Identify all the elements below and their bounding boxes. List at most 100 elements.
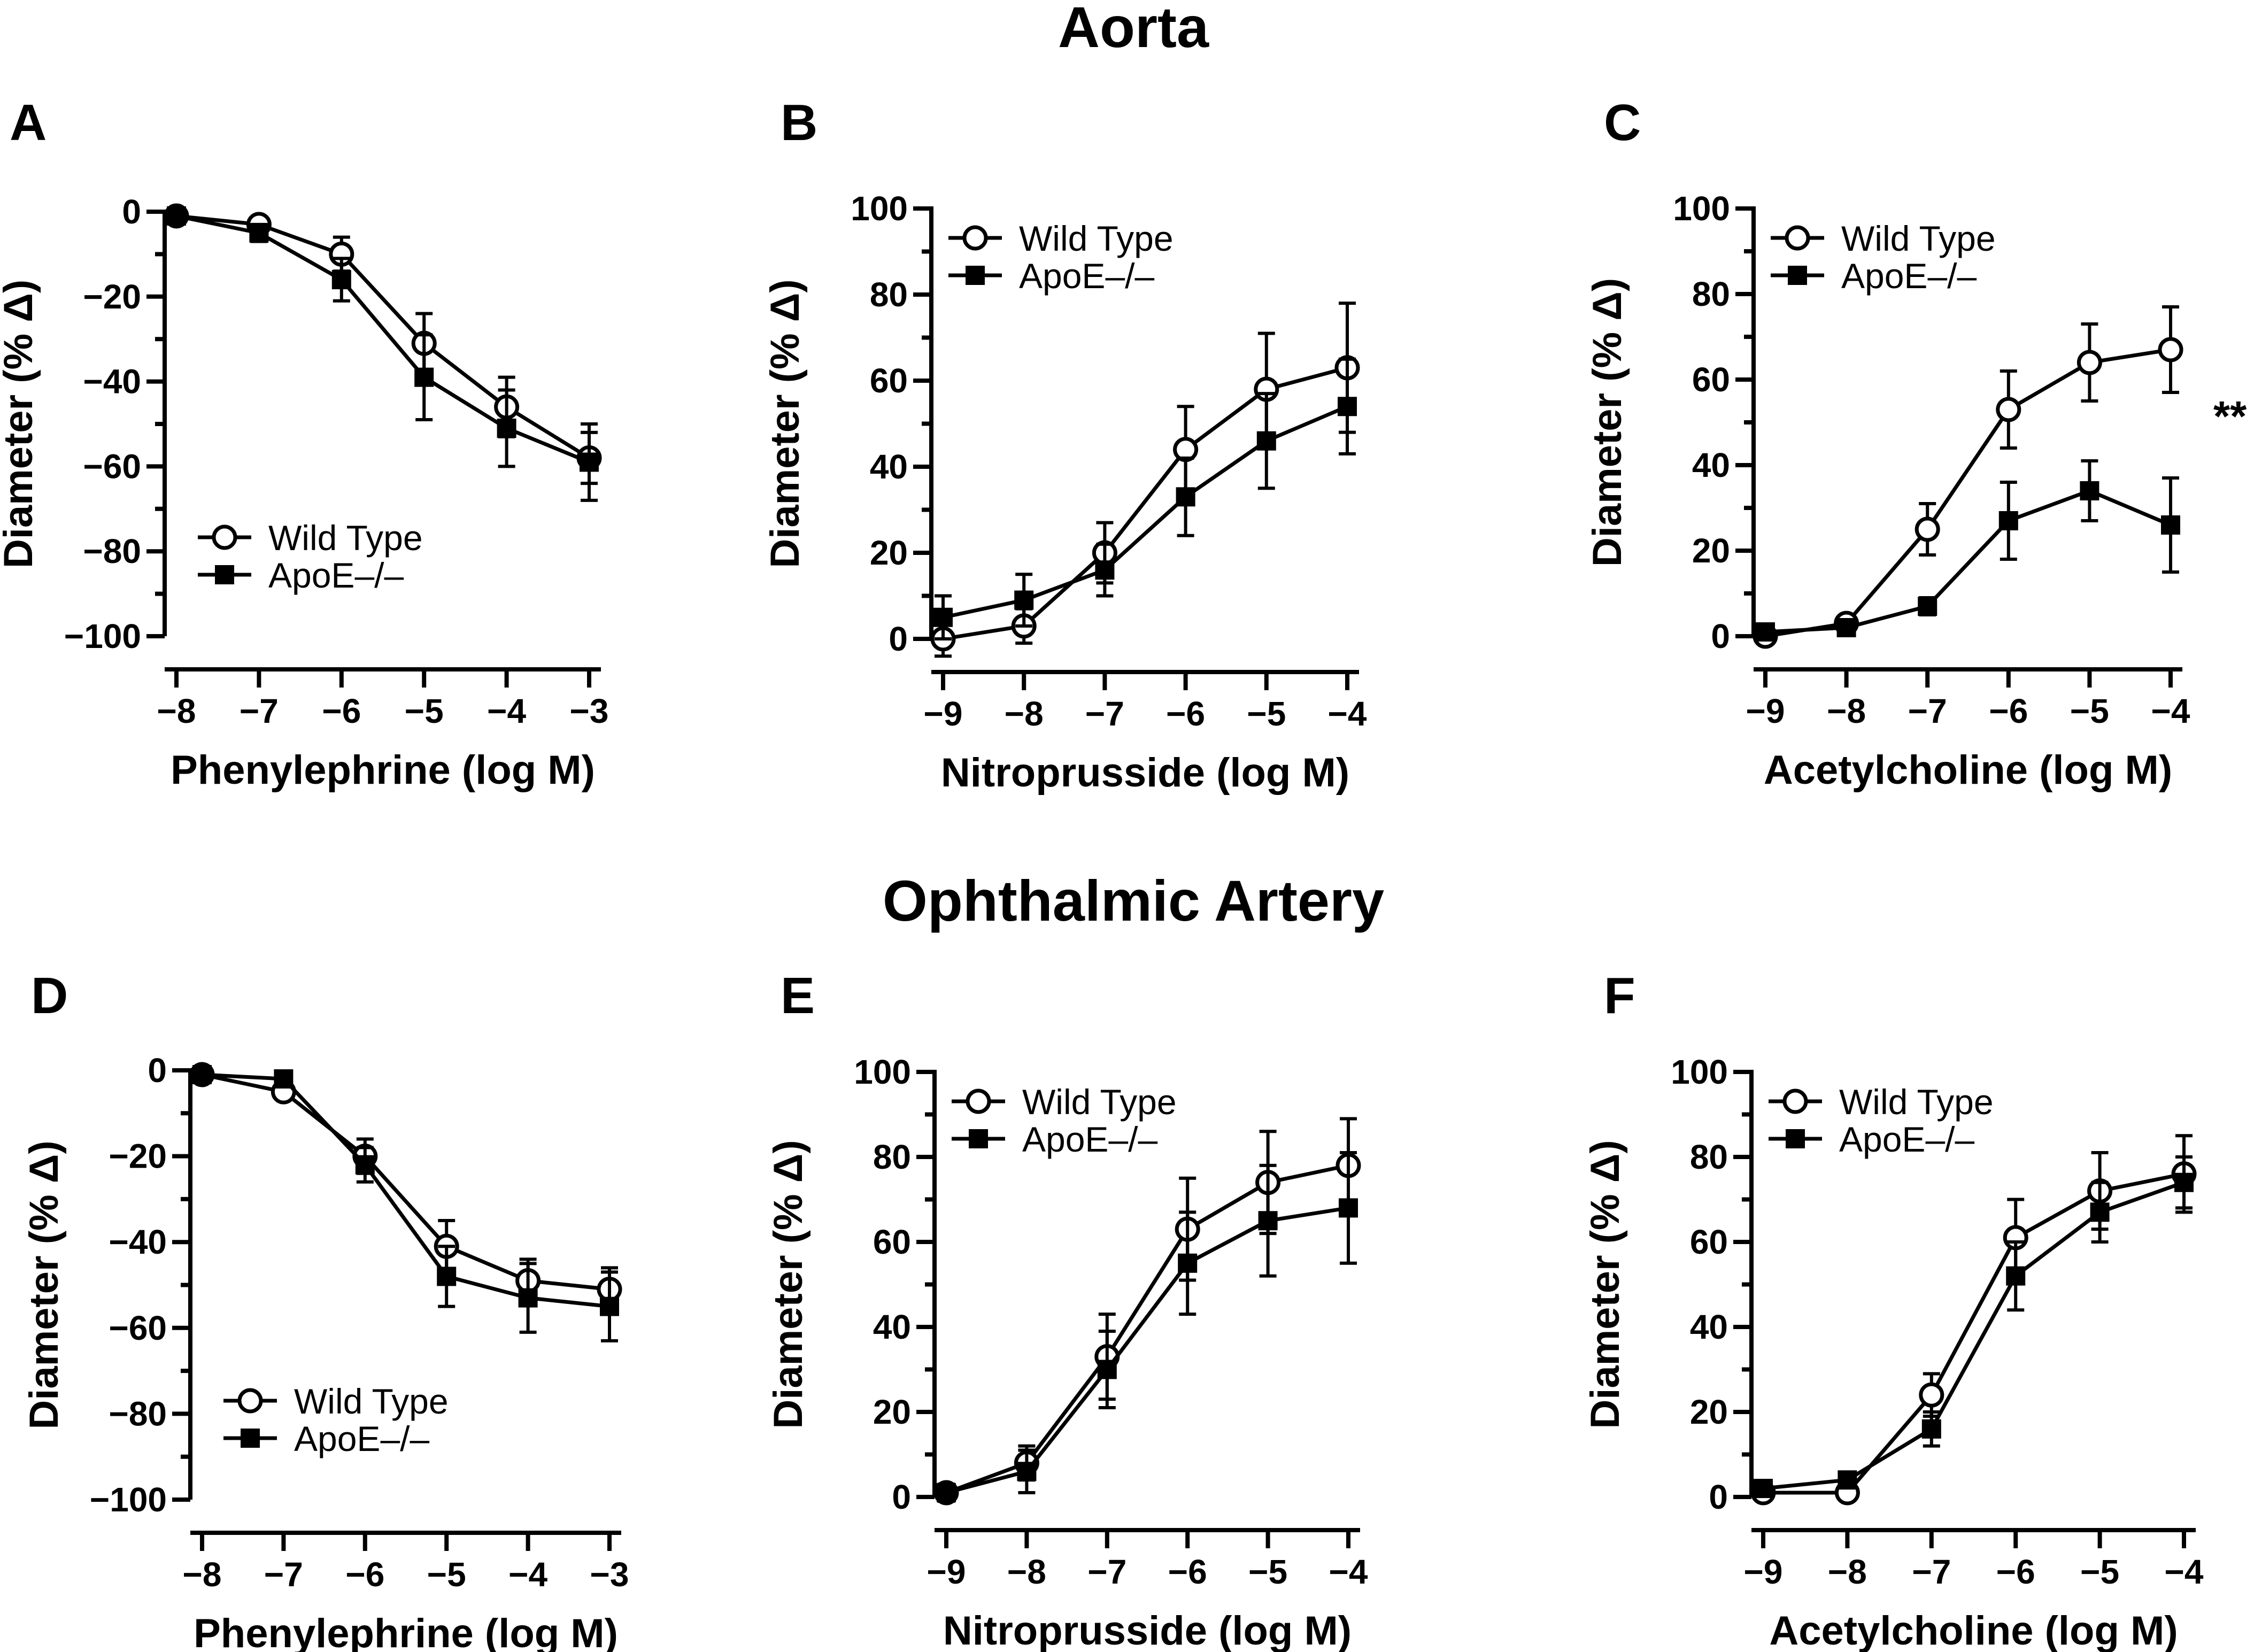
data-point bbox=[2006, 1266, 2026, 1286]
x-tick-label: −7 bbox=[1912, 1553, 1951, 1591]
x-tick-label: −8 bbox=[183, 1555, 222, 1594]
data-point bbox=[933, 607, 953, 627]
legend-label: Wild Type bbox=[1019, 219, 1174, 258]
y-tick-label: 0 bbox=[889, 620, 908, 658]
series-wild-type bbox=[933, 1117, 1361, 1506]
y-tick-label: −100 bbox=[90, 1480, 167, 1519]
legend-marker bbox=[1782, 1089, 1808, 1114]
legend-marker bbox=[1788, 266, 1807, 285]
series-wild-type bbox=[1750, 1134, 2197, 1506]
y-tick-label: 0 bbox=[892, 1478, 911, 1516]
y-tick-label: −100 bbox=[64, 617, 141, 655]
x-tick-label: −8 bbox=[1828, 1553, 1867, 1591]
y-tick-label: 60 bbox=[1690, 1223, 1728, 1261]
legend-label: ApoE–/– bbox=[1839, 1120, 1974, 1159]
data-point bbox=[2174, 1172, 2194, 1192]
series-line bbox=[176, 214, 590, 460]
y-tick-label: 60 bbox=[1692, 360, 1730, 399]
y-tick-label: −40 bbox=[109, 1223, 167, 1261]
data-point bbox=[249, 223, 269, 243]
series-apoe bbox=[167, 206, 599, 502]
series-wild-type bbox=[189, 1062, 622, 1313]
data-point bbox=[1258, 1211, 1278, 1231]
y-tick-label: −60 bbox=[109, 1309, 167, 1347]
x-axis-title: Phenylephrine (log M) bbox=[171, 747, 595, 793]
y-axis-title: Diameter (% Δ) bbox=[1585, 278, 1630, 567]
data-point bbox=[1921, 1419, 1941, 1439]
y-tick-label: 20 bbox=[870, 534, 908, 572]
x-tick-label: −7 bbox=[1087, 1553, 1126, 1591]
panel-letter: A bbox=[10, 94, 47, 151]
y-tick-label: 0 bbox=[122, 192, 141, 231]
series-apoe bbox=[937, 1151, 1358, 1503]
series-line bbox=[943, 405, 1348, 620]
y-tick-label: 60 bbox=[870, 361, 908, 400]
x-tick-label: −9 bbox=[924, 694, 963, 733]
y-tick-label: 0 bbox=[1709, 1478, 1728, 1516]
x-tick-label: −5 bbox=[2080, 1553, 2119, 1591]
series-line bbox=[945, 1163, 1349, 1495]
panel-d: D 0 −20 −40 −60 −80 −100 −8 −7 −6 −5 −4 −3 Phenylephr… bbox=[21, 967, 629, 1652]
series-apoe bbox=[192, 1065, 619, 1342]
legend-label: Wild Type bbox=[1841, 219, 1996, 258]
series-line bbox=[176, 214, 590, 464]
data-point bbox=[437, 1267, 457, 1286]
series-line bbox=[202, 1072, 610, 1292]
x-tick-label: −6 bbox=[322, 692, 361, 730]
data-point bbox=[1918, 597, 1937, 616]
x-tick-label: −5 bbox=[1247, 694, 1286, 733]
y-tick-label: 80 bbox=[870, 275, 908, 314]
panel-a: A 0 −20 −40 −60 −80 −100 −8 −7 −6 −5 −4 −3 Phenylephr… bbox=[0, 94, 608, 793]
legend-label: ApoE–/– bbox=[1022, 1120, 1157, 1159]
y-tick-label: 80 bbox=[1690, 1138, 1728, 1176]
panel-letter: C bbox=[1604, 94, 1641, 151]
y-axis-title: Diameter (% Δ) bbox=[762, 279, 808, 568]
data-point bbox=[1919, 1382, 1944, 1408]
panel-b: B 0 20 40 60 80 100 −9 −8 −7 −6 −5 −4 Nitroprusside (… bbox=[762, 94, 1367, 796]
data-point bbox=[331, 270, 351, 290]
legend-marker bbox=[966, 1089, 991, 1114]
x-tick-label: −7 bbox=[264, 1555, 303, 1594]
y-tick-label: −60 bbox=[83, 447, 141, 485]
x-tick-label: −5 bbox=[405, 692, 444, 730]
x-axis-title: Acetylcholine (log M) bbox=[1764, 747, 2172, 793]
series-apoe bbox=[1754, 1155, 2194, 1499]
panel-letter: F bbox=[1604, 967, 1635, 1024]
x-tick-label: −4 bbox=[1328, 694, 1367, 733]
x-tick-label: −4 bbox=[2151, 692, 2190, 730]
data-point bbox=[192, 1065, 212, 1085]
data-point bbox=[1338, 397, 1357, 416]
data-point bbox=[2077, 350, 2102, 375]
x-tick-label: −5 bbox=[2070, 692, 2109, 730]
legend-label: ApoE–/– bbox=[294, 1419, 429, 1458]
y-tick-label: 40 bbox=[873, 1308, 911, 1346]
x-tick-label: −6 bbox=[1168, 1553, 1207, 1591]
series-line bbox=[202, 1072, 610, 1309]
data-point bbox=[497, 418, 516, 438]
x-tick-label: −8 bbox=[1005, 694, 1044, 733]
data-point bbox=[2161, 515, 2180, 535]
x-tick-label: −8 bbox=[1827, 692, 1866, 730]
y-tick-label: 100 bbox=[854, 1053, 911, 1091]
legend-marker bbox=[237, 1388, 263, 1414]
data-point bbox=[580, 452, 599, 472]
data-point bbox=[1339, 1198, 1358, 1218]
series-apoe bbox=[933, 357, 1357, 640]
panel-letter: B bbox=[781, 94, 817, 151]
data-point bbox=[2158, 337, 2183, 362]
panels: A0−20−40−60−80−100−8 −7 −6 −5 −4 −3Phenylephr… bbox=[0, 94, 2247, 1652]
section-title-aorta: Aorta bbox=[1058, 0, 1209, 59]
legend-marker bbox=[1785, 225, 1810, 251]
legend-label: ApoE–/– bbox=[268, 555, 404, 595]
y-tick-label: 0 bbox=[1711, 617, 1730, 655]
data-point bbox=[1097, 1360, 1117, 1379]
y-tick-label: −80 bbox=[83, 532, 141, 570]
data-point bbox=[1178, 1253, 1198, 1273]
data-point bbox=[1838, 1470, 1857, 1490]
panel-e: E 0 20 40 60 80 100 −9 −8 −7 −6 −5 −4 Nitroprusside (… bbox=[766, 967, 1368, 1652]
